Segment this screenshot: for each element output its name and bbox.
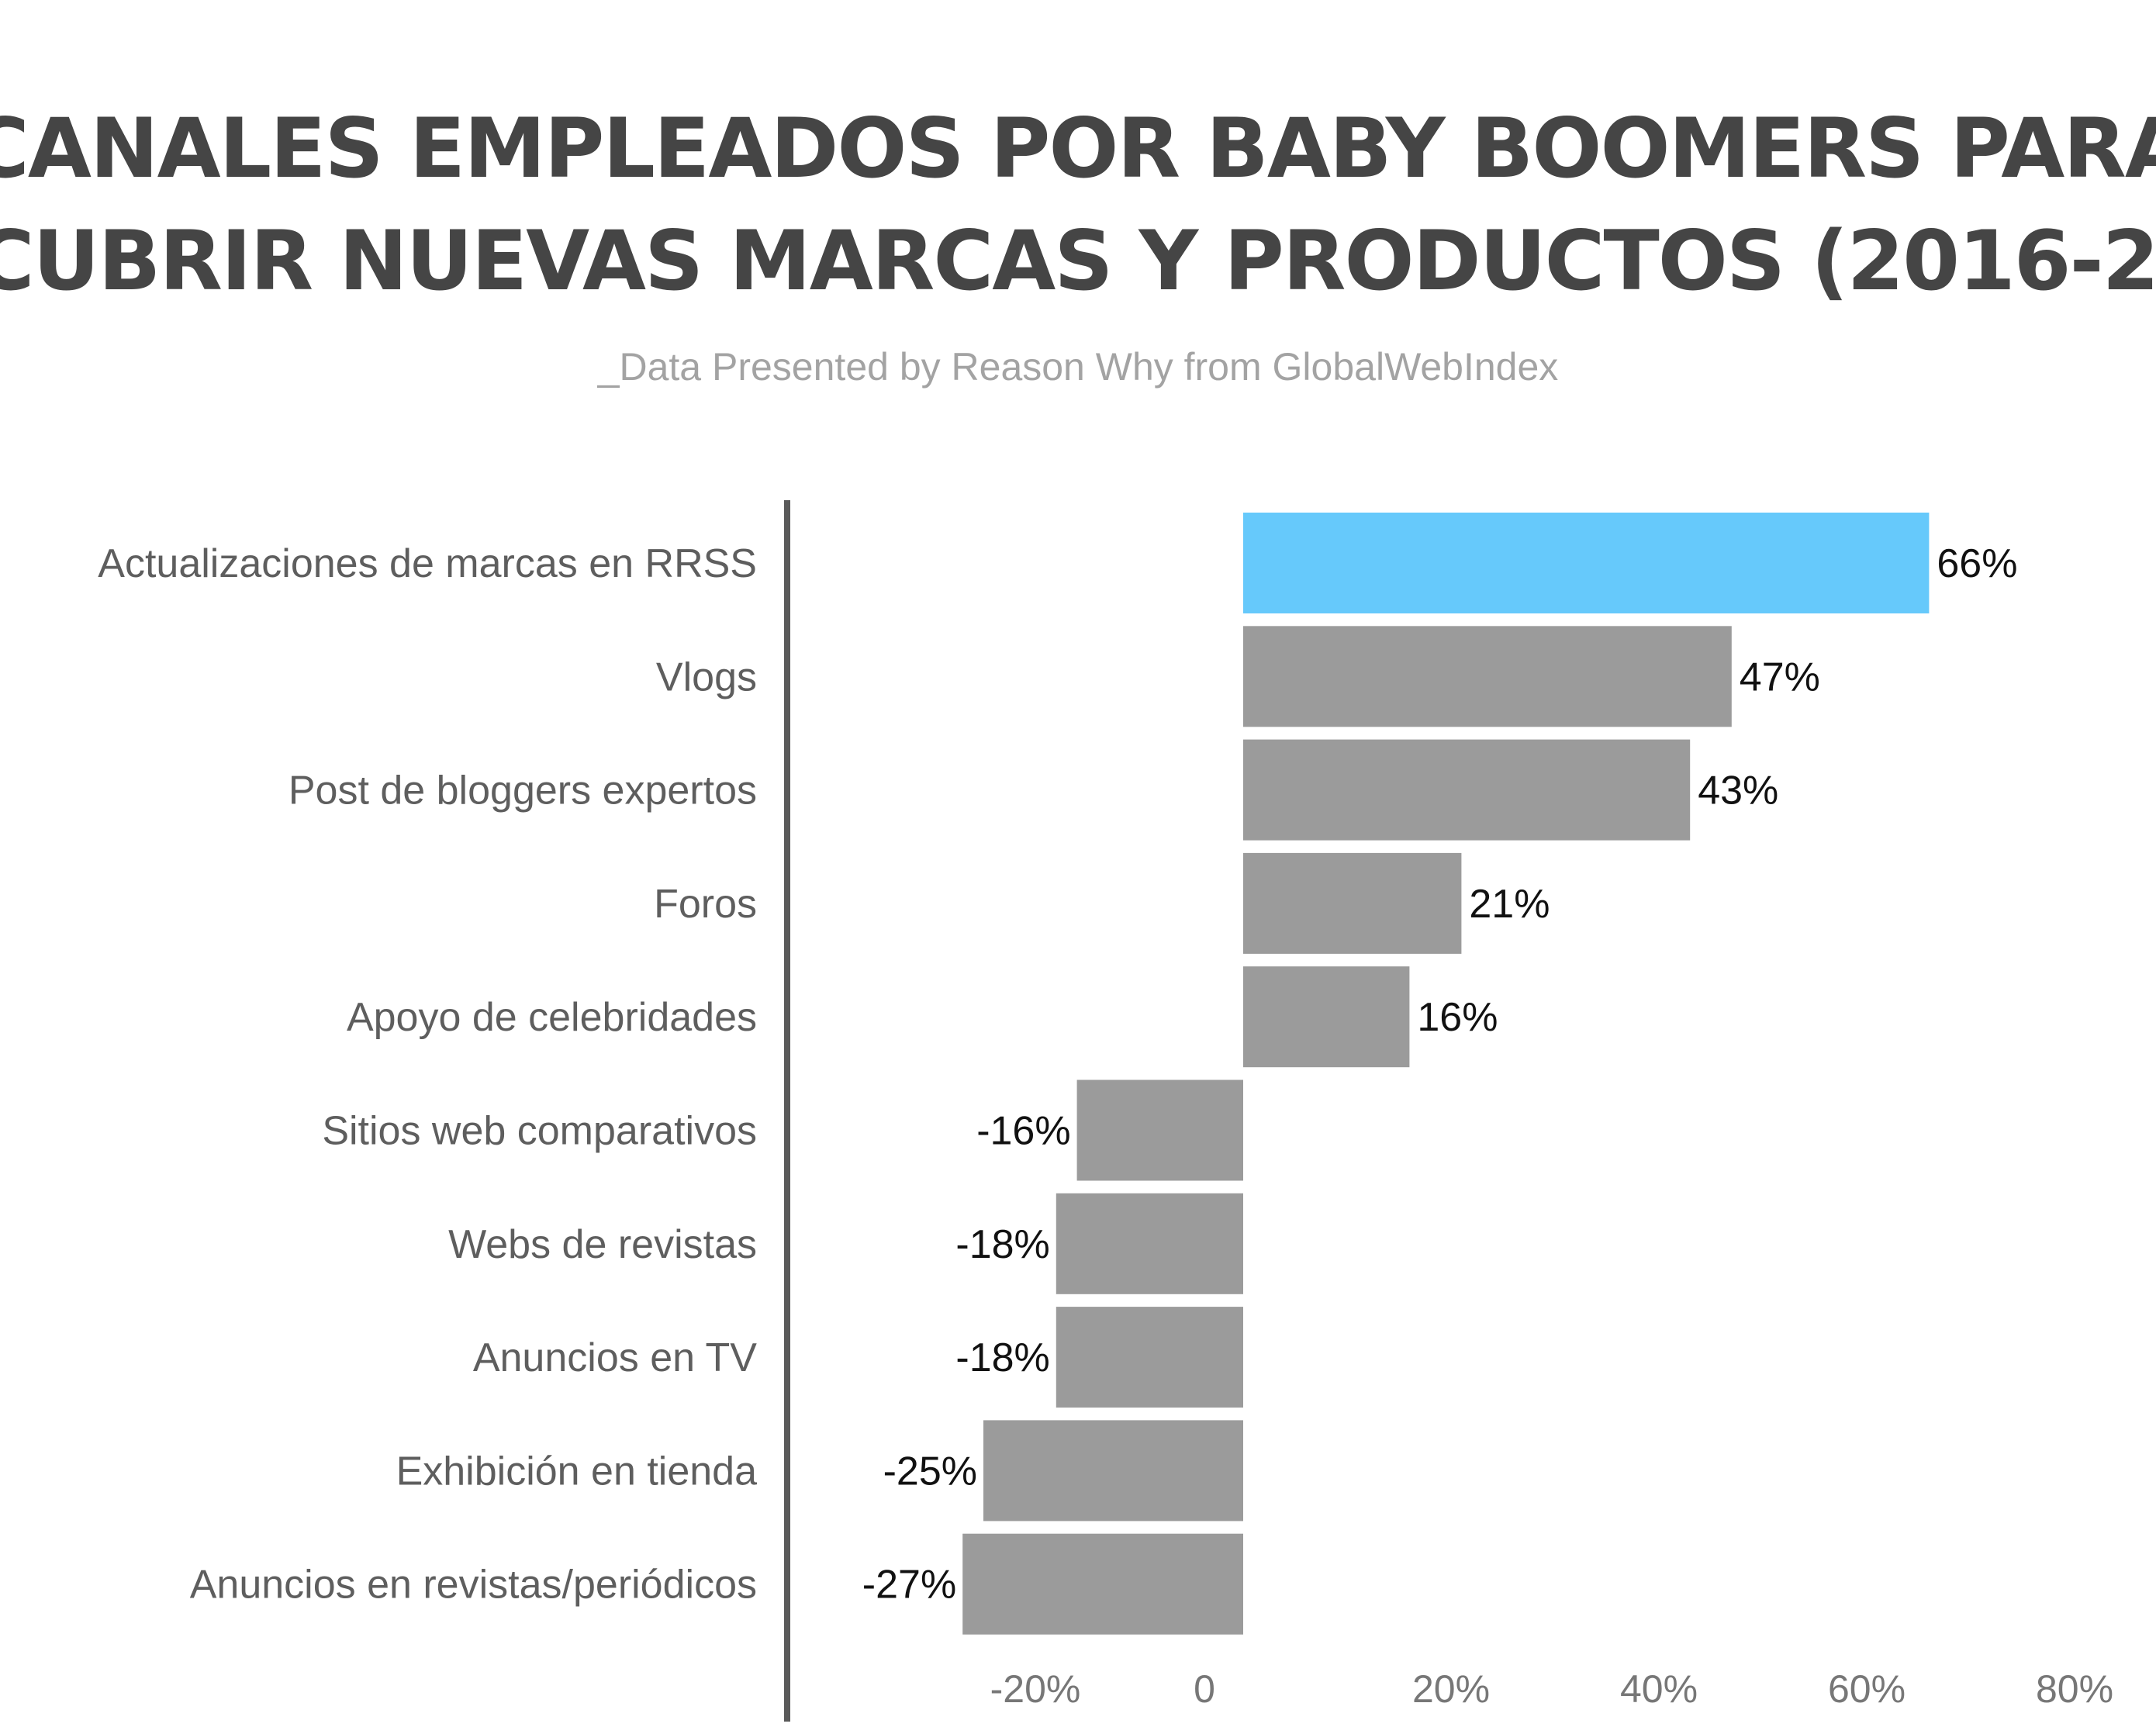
bar-anuncios-en-tv <box>1056 1307 1243 1408</box>
x-tick-label: 0 <box>1194 1667 1215 1711</box>
bar-anuncios-en-revistas-periodicos <box>962 1533 1243 1635</box>
bar-exhibicion-en-tienda <box>983 1420 1243 1522</box>
value-label-foros: 21% <box>1469 882 1550 927</box>
value-label-post-de-bloggers-expertos: 43% <box>1698 769 1778 813</box>
x-tick-label: 60% <box>1828 1667 1906 1711</box>
bars-group <box>962 513 1930 1635</box>
bar-actualizaciones-de-marcas-en-rrss <box>1243 513 1930 613</box>
bar-post-de-bloggers-expertos <box>1243 739 1691 841</box>
value-labels: 66% 47% 43% 21% 16% -16% -18% -18% -25% -27% <box>862 541 2018 1608</box>
category-label-post-de-bloggers-expertos: Post de bloggers expertos <box>289 769 757 813</box>
chart-subtitle: _Data Presented by Reason Why from Globa… <box>597 345 1559 389</box>
category-label-vlogs: Vlogs <box>656 655 757 699</box>
x-tick-label: 80% <box>2036 1667 2113 1711</box>
category-label-anuncios-en-tv: Anuncios en TV <box>473 1335 757 1380</box>
category-label-foros: Foros <box>654 882 757 927</box>
value-label-apoyo-de-celebridades: 16% <box>1417 995 1498 1040</box>
x-tick-label: 40% <box>1620 1667 1698 1711</box>
chart-title-line-2: DESCUBRIR NUEVAS MARCAS Y PRODUCTOS (201… <box>0 213 2156 309</box>
bar-vlogs <box>1243 626 1732 727</box>
category-label-sitios-web-comparativos: Sitios web comparativos <box>322 1109 757 1154</box>
value-label-vlogs: 47% <box>1740 655 1820 699</box>
category-label-exhibicion-en-tienda: Exhibición en tienda <box>396 1449 758 1494</box>
category-labels: Actualizaciones de marcas en RRSS Vlogs Po… <box>98 541 757 1608</box>
value-label-sitios-web-comparativos: -16% <box>976 1109 1070 1154</box>
category-label-actualizaciones-de-marcas-en-rrss: Actualizaciones de marcas en RRSS <box>98 541 757 586</box>
category-label-apoyo-de-celebridades: Apoyo de celebridades <box>347 995 757 1040</box>
value-label-exhibicion-en-tienda: -25% <box>883 1449 977 1494</box>
value-label-anuncios-en-revistas-periodicos: -27% <box>862 1563 956 1608</box>
bar-sitios-web-comparativos <box>1076 1079 1243 1181</box>
category-label-anuncios-en-revistas-periodicos: Anuncios en revistas/periódicos <box>190 1563 757 1608</box>
bar-apoyo-de-celebridades <box>1243 966 1410 1068</box>
bar-webs-de-revistas <box>1056 1193 1243 1294</box>
x-tick-label: 20% <box>1412 1667 1490 1711</box>
chart-title-line-1: CANALES EMPLEADOS POR BABY BOOMERS PARA <box>0 101 2156 196</box>
bar-foros <box>1243 852 1462 954</box>
value-label-actualizaciones-de-marcas-en-rrss: 66% <box>1937 541 2017 586</box>
x-axis-ticks: -20% 0 20% 40% 60% 80% <box>990 1667 2113 1711</box>
value-label-anuncios-en-tv: -18% <box>955 1335 1049 1380</box>
value-label-webs-de-revistas: -18% <box>955 1222 1049 1267</box>
category-label-webs-de-revistas: Webs de revistas <box>448 1222 757 1267</box>
x-tick-label: -20% <box>990 1667 1081 1711</box>
